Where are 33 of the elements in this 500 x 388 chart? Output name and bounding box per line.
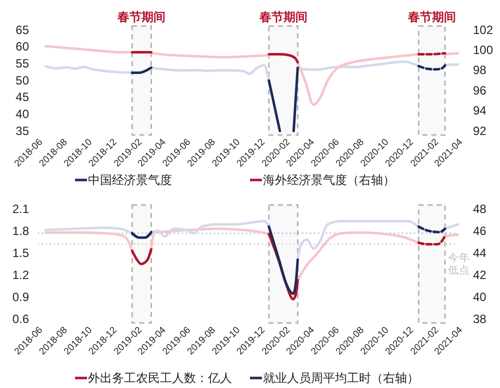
- legend-label: 外出务工农民工人数：亿人: [88, 371, 232, 385]
- y-tick-label: 60: [16, 40, 30, 54]
- y2-tick-label: 100: [473, 43, 494, 58]
- y-tick-label: 45: [16, 90, 30, 104]
- y-tick-label: 50: [16, 73, 30, 88]
- legend-label: 海外经济景气度（右轴）: [263, 173, 395, 187]
- legend-label: 中国经济景气度: [88, 173, 172, 187]
- band-label: 春节期间: [406, 10, 456, 24]
- y2-tick-label: 94: [473, 104, 487, 118]
- y-tick-label: 55: [16, 56, 30, 71]
- y2-tick-label: 98: [473, 63, 487, 78]
- y-tick-label: 0.9: [12, 290, 30, 304]
- y2-tick-label: 48: [473, 202, 487, 216]
- annotation: 今年低点: [448, 252, 470, 277]
- y2-tick-label: 40: [473, 290, 487, 304]
- y2-tick-label: 44: [473, 246, 487, 260]
- y-tick-label: 2.1: [12, 202, 30, 216]
- y-tick-label: 40: [16, 107, 30, 122]
- y-tick-label: 1.8: [12, 224, 30, 238]
- band-label: 春节期间: [258, 10, 308, 24]
- y-tick-label: 0.6: [12, 312, 30, 326]
- legend-label: 就业人员周平均工时（右轴）: [263, 371, 419, 385]
- band-label: 春节期间: [116, 10, 166, 24]
- y2-tick-label: 92: [473, 124, 487, 138]
- y2-tick-label: 102: [473, 22, 494, 37]
- y-tick-label: 1.2: [12, 268, 30, 282]
- y-tick-label: 1.5: [12, 246, 30, 260]
- y2-tick-label: 38: [473, 312, 487, 326]
- y-tick-label: 65: [16, 22, 30, 37]
- y2-tick-label: 46: [473, 224, 487, 238]
- y2-tick-label: 96: [473, 83, 487, 98]
- y2-tick-label: 42: [473, 268, 487, 282]
- y-tick-label: 35: [16, 124, 30, 138]
